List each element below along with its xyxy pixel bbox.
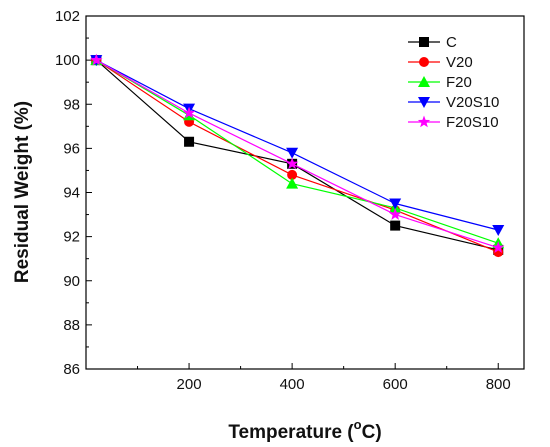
legend: C V20 F20 V20S10 F20S10 [408, 34, 499, 131]
data-point-v20 [287, 169, 298, 180]
data-point-v20s10 [389, 198, 402, 210]
y-tick-label: 100 [55, 52, 80, 69]
data-point-f20s10 [182, 106, 196, 119]
legend-label-f20: F20 [446, 74, 472, 91]
legend-item-f20s10: F20S10 [408, 114, 499, 131]
data-point-f20s10 [90, 53, 103, 66]
x-axis-title-main: Temperature ( [228, 422, 354, 443]
x-axis-title-degree: o [354, 417, 362, 432]
legend-marker-c [419, 37, 429, 47]
data-point-f20 [286, 177, 299, 189]
legend-item-f20: F20 [408, 74, 472, 91]
series-f20 [90, 54, 505, 249]
x-axis-title-unit: C) [362, 422, 382, 443]
y-axis-ticks: 86 88 90 92 94 96 98 100 102 [55, 8, 92, 378]
data-point-f20s10 [285, 157, 299, 170]
series-line-v20 [95, 59, 499, 253]
data-point-c [184, 136, 195, 147]
legend-label-f20s10: F20S10 [446, 114, 499, 131]
x-tick-label: 200 [177, 376, 202, 393]
x-tick-label: 800 [486, 376, 511, 393]
data-point-v20s10 [492, 225, 505, 237]
legend-marker-v20s10 [418, 97, 430, 108]
x-tick-label: 600 [383, 376, 408, 393]
series-f20s10 [90, 53, 505, 253]
legend-marker-f20 [418, 76, 430, 87]
legend-label-v20s10: V20S10 [446, 94, 499, 111]
legend-item-v20: V20 [408, 54, 473, 71]
y-tick-label: 102 [55, 8, 80, 25]
series-v20 [91, 55, 504, 258]
legend-marker-f20s10 [417, 115, 431, 128]
legend-marker-v20 [419, 57, 429, 67]
series-line-f20s10 [96, 59, 499, 249]
series-line-f20 [95, 59, 499, 244]
series-line-v20s10 [96, 59, 499, 231]
legend-label-v20: V20 [446, 54, 473, 71]
y-tick-label: 90 [63, 273, 80, 290]
series-v20s10 [90, 55, 505, 237]
data-point-f20s10 [388, 208, 402, 220]
data-point-f20s10 [492, 241, 505, 253]
y-tick-label: 86 [63, 361, 80, 378]
y-axis-title: Residual Weight (%) [12, 101, 33, 283]
data-point-v20s10 [286, 147, 299, 159]
y-tick-label: 88 [63, 317, 80, 334]
x-tick-label: 400 [280, 376, 305, 393]
x-axis-ticks: 200 400 600 800 [137, 363, 511, 393]
y-tick-label: 92 [63, 229, 80, 246]
legend-item-v20s10: V20S10 [408, 94, 499, 111]
legend-item-c: C [408, 34, 457, 51]
legend-label-c: C [446, 34, 457, 51]
y-tick-label: 98 [63, 96, 80, 113]
data-point-c [390, 220, 401, 231]
y-tick-label: 94 [63, 185, 80, 202]
series-layer [90, 53, 505, 258]
x-axis-title: Temperature (oC) [228, 417, 381, 443]
y-tick-label: 96 [63, 140, 80, 157]
